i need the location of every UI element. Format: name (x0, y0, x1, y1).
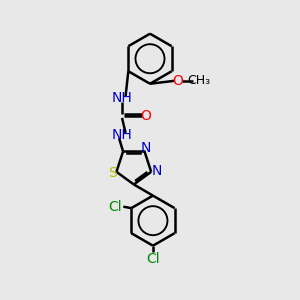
Text: Cl: Cl (146, 252, 160, 266)
Text: O: O (140, 109, 151, 123)
Text: N: N (151, 164, 162, 178)
Text: N: N (140, 141, 151, 154)
Text: NH: NH (112, 128, 132, 142)
Text: S: S (108, 166, 116, 180)
Text: O: O (172, 74, 183, 88)
Text: NH: NH (112, 92, 132, 106)
Text: Cl: Cl (108, 200, 122, 214)
Text: CH₃: CH₃ (187, 74, 210, 87)
